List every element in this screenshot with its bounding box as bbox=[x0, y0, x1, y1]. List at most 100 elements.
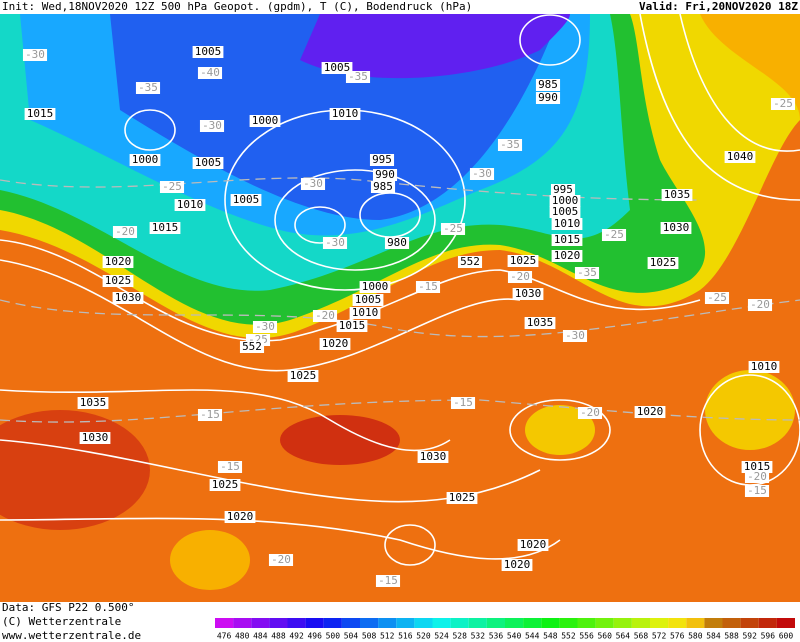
header-bar bbox=[0, 0, 800, 14]
colorbar-swatch bbox=[341, 618, 360, 628]
colorbar-label: 544 bbox=[525, 632, 540, 641]
colorbar-swatch bbox=[450, 618, 469, 628]
isobar-label: 1020 bbox=[227, 510, 254, 523]
temperature-label-box bbox=[345, 71, 371, 83]
isobar-label: 990 bbox=[538, 91, 558, 104]
temperature-label: -20 bbox=[747, 470, 767, 483]
geopotential-label-box bbox=[239, 341, 265, 353]
isobar-label-box bbox=[352, 294, 384, 306]
isobar-label: 995 bbox=[372, 153, 392, 166]
colorbar-label: 588 bbox=[724, 632, 739, 641]
isobar-label-box bbox=[372, 169, 398, 181]
isobar-label: 1000 bbox=[252, 114, 279, 127]
isobar-label-box bbox=[549, 195, 581, 207]
colorbar-label: 600 bbox=[779, 632, 794, 641]
colorbar-label: 532 bbox=[471, 632, 486, 641]
geopotential-label: 552 bbox=[242, 340, 262, 353]
isobar-label-box bbox=[102, 256, 134, 268]
temperature-label-box bbox=[22, 49, 48, 61]
isobar-label-box bbox=[517, 539, 549, 551]
isobar-label: 1035 bbox=[80, 396, 107, 409]
temperature-label: -35 bbox=[348, 70, 368, 83]
isobar-label: 995 bbox=[553, 183, 573, 196]
temperature-label: -25 bbox=[773, 97, 793, 110]
isobar-label: 1005 bbox=[195, 156, 222, 169]
isobar-label-box bbox=[724, 151, 756, 163]
isobar-label: 1025 bbox=[510, 254, 537, 267]
temperature-label: -30 bbox=[25, 48, 45, 61]
temperature-label-box bbox=[159, 181, 185, 193]
temperature-label: -25 bbox=[443, 222, 463, 235]
colorbar-label: 528 bbox=[452, 632, 467, 641]
isobar-label-box bbox=[174, 199, 206, 211]
colorbar-label: 572 bbox=[652, 632, 667, 641]
colorbar-swatch bbox=[468, 618, 487, 628]
temperature-label: -15 bbox=[453, 396, 473, 409]
footer-copyright: (C) Wetterzentrale bbox=[2, 615, 121, 628]
isobar-label: 1015 bbox=[339, 319, 366, 332]
temperature-label-box bbox=[577, 407, 603, 419]
footer-data: Data: GFS P22 0.500° bbox=[2, 601, 134, 614]
temperature-label-box bbox=[415, 281, 441, 293]
isobar-label: 1005 bbox=[552, 205, 579, 218]
isobar-label-box bbox=[369, 154, 395, 166]
isobar-label: 1005 bbox=[324, 61, 351, 74]
colorbar-swatch bbox=[378, 618, 397, 628]
isobar-label: 1000 bbox=[552, 194, 579, 207]
colorbar-swatch bbox=[541, 618, 560, 628]
isobar-label-box bbox=[24, 108, 56, 120]
isobar-label-box bbox=[549, 206, 581, 218]
colorbar-swatch bbox=[668, 618, 687, 628]
temperature-label-box bbox=[268, 554, 294, 566]
isobar-label-box bbox=[634, 406, 666, 418]
isobar-label-box bbox=[550, 184, 576, 196]
isobar-label-box bbox=[501, 559, 533, 571]
isobar-label: 1005 bbox=[195, 45, 222, 58]
colorbar-label: 496 bbox=[307, 632, 322, 641]
colorbar-label: 492 bbox=[289, 632, 304, 641]
valid-text: Valid: Fri,20NOV2020 18Z bbox=[639, 0, 798, 13]
isobar-label-box bbox=[287, 370, 319, 382]
isobar-label: 1010 bbox=[332, 107, 359, 120]
colorbar-swatch bbox=[287, 618, 306, 628]
temperature-label-box bbox=[507, 271, 533, 283]
isobar-label: 990 bbox=[375, 168, 395, 181]
isobar-label-box bbox=[660, 222, 692, 234]
isobar-label: 1030 bbox=[515, 287, 542, 300]
isobar-label-box bbox=[535, 92, 561, 104]
isobar-label: 1030 bbox=[420, 450, 447, 463]
isobar-label: 1020 bbox=[554, 249, 581, 262]
temperature-label: -35 bbox=[577, 266, 597, 279]
isobar-label: 1025 bbox=[290, 369, 317, 382]
isobar-label: 1030 bbox=[115, 291, 142, 304]
temperature-label-box bbox=[252, 321, 278, 333]
colorbar-swatch bbox=[251, 618, 270, 628]
colorbar-swatch bbox=[704, 618, 723, 628]
isobar-label-box bbox=[535, 79, 561, 91]
colorbar-label: 556 bbox=[579, 632, 594, 641]
isobar-label: 1025 bbox=[650, 256, 677, 269]
colorbar-label: 524 bbox=[434, 632, 449, 641]
isobar-label: 1010 bbox=[554, 217, 581, 230]
isobar-label: 1000 bbox=[362, 280, 389, 293]
temperature-label: -20 bbox=[115, 225, 135, 238]
isobar-label-box bbox=[384, 237, 410, 249]
colorbar-swatch bbox=[233, 618, 252, 628]
colorbar-swatch bbox=[776, 618, 795, 628]
isobar-label-box bbox=[446, 492, 478, 504]
temperature-label: -20 bbox=[510, 270, 530, 283]
isobar-label-box bbox=[192, 46, 224, 58]
temperature-label: -30 bbox=[303, 177, 323, 190]
temperature-label-box bbox=[747, 299, 773, 311]
colorbar-swatch bbox=[577, 618, 596, 628]
colorbar-label: 584 bbox=[706, 632, 721, 641]
temperature-label: -30 bbox=[325, 236, 345, 249]
temperature-label-box bbox=[562, 330, 588, 342]
colorbar-swatch bbox=[686, 618, 705, 628]
temperature-label: -40 bbox=[200, 66, 220, 79]
colorbar-swatch bbox=[414, 618, 433, 628]
isobar-label-box bbox=[551, 250, 583, 262]
footer-url: www.wetterzentrale.de bbox=[2, 629, 141, 642]
isobar-label: 1015 bbox=[554, 233, 581, 246]
temperature-label-box bbox=[744, 485, 770, 497]
